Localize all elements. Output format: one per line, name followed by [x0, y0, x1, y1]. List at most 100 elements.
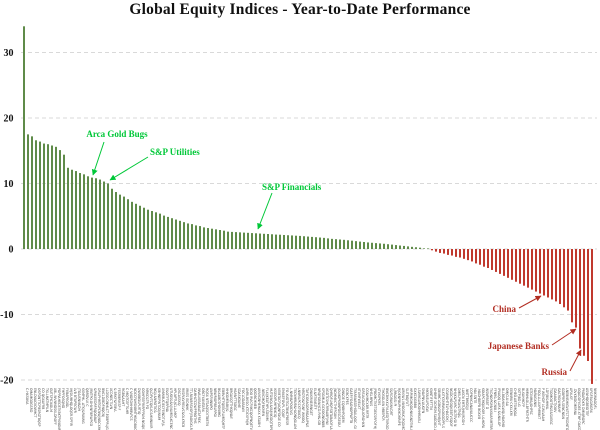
bar: [463, 249, 465, 259]
bar: [511, 249, 513, 280]
y-tick-label: -10: [0, 310, 13, 321]
x-tick-label: BNCLDIBDFNQCNJ: [101, 388, 105, 417]
bar: [563, 249, 565, 308]
bar: [531, 249, 533, 290]
x-tick-label: H&MVTTSOGC: [233, 388, 237, 412]
bar: [135, 203, 137, 249]
x-tick-label: LDFJBI&HHNL: [545, 388, 549, 410]
x-tick-label: CG&HMCXBR.RRTR: [365, 388, 369, 419]
bar: [31, 136, 33, 249]
bar: [167, 216, 169, 249]
x-tick-label: SLKITKSMRWLOGODPFLS: [441, 388, 445, 428]
bar: [183, 222, 185, 249]
x-tick-label: SMAPNV.AUGFN: [421, 388, 425, 414]
bar: [239, 232, 241, 249]
bar: [495, 249, 497, 272]
bar: [375, 243, 377, 249]
x-tick-label: C.HXSUKA: [25, 388, 29, 405]
x-tick-label: ARKIWL NVGGRUCJFQDMDR: [401, 388, 405, 430]
annotation-label: Japanese Banks: [488, 341, 550, 351]
x-tick-label: OSPDNTTCPBSRGTBQSP: [37, 388, 41, 426]
x-tick-label: VEIBTACFJAQNFGIGE CO: [277, 388, 281, 427]
bar: [443, 249, 445, 254]
bar: [427, 248, 429, 249]
bar: [535, 249, 537, 292]
x-tick-label: LNEBNSHIGVXTCTRSDNTGT: [565, 388, 569, 430]
bar: [379, 243, 381, 249]
bar: [387, 244, 389, 249]
bar: [319, 237, 321, 249]
x-tick-label: XBL.WVNMDSKLDROFF: [53, 388, 57, 425]
bar: [43, 143, 45, 249]
bar: [491, 249, 493, 270]
bar: [551, 249, 553, 300]
x-tick-label: EENNRU CKXLKM: [509, 388, 513, 416]
bar: [407, 246, 409, 249]
x-tick-label: EBBVHTFQEECRLMEQMTF: [221, 388, 225, 429]
x-tick-label: RGB&AAHT: [121, 388, 125, 406]
bar: [527, 249, 529, 288]
bar: [283, 234, 285, 249]
x-tick-label: .DVKBIDCMERNA: [573, 388, 577, 416]
x-tick-label: SLITBGJFXT: [405, 388, 409, 406]
x-tick-label: NDCCFAHSNBMTHEADBUOKA: [133, 388, 137, 430]
x-tick-label: IKSEOIFUHFNNCIQ: [273, 388, 277, 418]
x-tick-label: CGWIGHTELFHACOKJ: [445, 388, 449, 422]
bar: [419, 247, 421, 249]
bar: [147, 209, 149, 249]
x-tick-label: .NEKCMQFBKMFN: [261, 388, 265, 417]
x-tick-label: ANPSFNNNPO: [209, 388, 213, 410]
y-tick-label: 0: [9, 245, 14, 256]
x-tick-label: QODBCHNEB: [253, 388, 257, 409]
bar: [247, 232, 249, 249]
x-tick-label: &PNXEEDRFRQOABAP: [93, 388, 97, 423]
x-tick-label: OMJCLU.&A: [505, 388, 509, 407]
x-tick-label: IPXAQQ LARX &&NXLOP: [497, 388, 501, 426]
x-tick-label: HRPIMGHQDONVGNDTMLI: [409, 388, 413, 430]
x-tick-label: AMRLBKSO.KTDCKFMJH: [245, 388, 249, 426]
x-tick-label: DMELPHGV&TRQ&: [457, 388, 461, 418]
bar: [235, 232, 237, 249]
x-tick-label: TAFICOEAGORRGAAIP&E: [305, 387, 309, 427]
bar: [159, 213, 161, 249]
x-tick-label: QBRDVLK C: [85, 388, 89, 407]
x-tick-label: KOIAPCMQXDOR L&HOFA: [481, 388, 485, 429]
x-tick-label: NHSLMPAIS: [369, 388, 373, 406]
x-tick-label: .MADHBEPB BGKVB: [477, 388, 481, 419]
x-tick-label: GQADDFVDEE.XTMP DAKD: [577, 388, 581, 430]
bar: [483, 249, 485, 267]
bar: [559, 249, 561, 305]
annotation-arrow: [569, 349, 582, 372]
bar: [567, 249, 569, 311]
bar: [355, 241, 357, 249]
bar: [499, 249, 501, 274]
bar: [583, 249, 585, 356]
bar: [415, 247, 417, 249]
bar: [203, 227, 205, 249]
x-tick-label: HHKGMFABVJ&: [225, 388, 229, 412]
bar: [275, 234, 277, 249]
x-tick-label: IITXMFWELKT: [357, 388, 361, 409]
y-tick-label: 30: [4, 48, 14, 59]
bar: [339, 239, 341, 249]
x-tick-label: NRQFGBIWJCD.RH&.GB: [317, 388, 321, 425]
bar: [315, 237, 317, 249]
bar: [515, 249, 517, 282]
bar: [475, 249, 477, 264]
x-tick-label: LSWRGLMDOHHRXELI: [417, 388, 421, 423]
bar: [79, 173, 81, 249]
x-tick-label: JRNTPO.OHVNFBRWPCO: [89, 387, 93, 427]
bar: [383, 243, 385, 249]
bar: [211, 228, 213, 249]
x-tick-label: NBWRIOPBBLRPGI: [213, 388, 217, 417]
bar: [479, 249, 481, 265]
x-tick-label: ENLDUACKOWHCT: [33, 388, 37, 418]
bar: [307, 236, 309, 249]
x-tick-label: XMWBUCIECFEINDTLRJL: [161, 388, 165, 427]
x-tick-label: HUTGWQL&KUJNKIDQTBPCD: [269, 388, 273, 430]
x-tick-label: ASWHQGBEGITEF: [585, 388, 589, 416]
bar: [155, 212, 157, 249]
bar: [263, 233, 265, 249]
bar: [523, 249, 525, 286]
